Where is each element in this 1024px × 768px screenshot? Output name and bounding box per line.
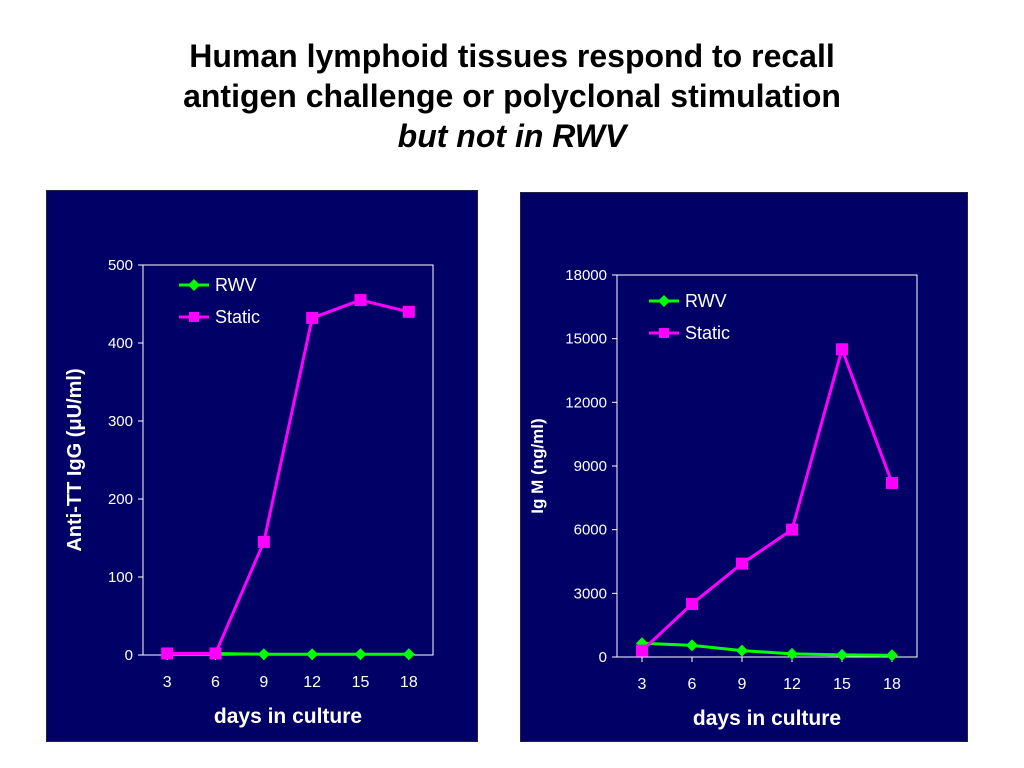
legend-marker-rwv [188, 279, 200, 291]
legend-marker-static [659, 328, 669, 338]
y-tick-label: 9000 [574, 458, 607, 475]
chart-igm: 0 3000 6000 9000 12000 15000 18000 3 6 9 12 15 18 day… [528, 267, 918, 730]
data-point-static [886, 476, 898, 489]
y-tick-label: 300 [108, 413, 133, 430]
data-point-static [686, 597, 698, 610]
x-tick-label: 18 [883, 676, 901, 693]
x-axis-label: days in culture [693, 707, 841, 730]
y-tick-label: 15000 [565, 331, 607, 348]
data-point-rwv [736, 644, 748, 657]
data-point-rwv [402, 648, 415, 661]
series-line-static [640, 344, 894, 652]
data-point-static [836, 343, 848, 356]
plot-area [142, 264, 434, 656]
legend-marker-rwv [658, 295, 670, 307]
title-line-1: Human lymphoid tissues respond to recall [189, 38, 835, 74]
data-point-static [161, 647, 174, 660]
x-tick-label: 15 [352, 674, 370, 691]
chart-panel-right: 0 3000 6000 9000 12000 15000 18000 3 6 9 12 15 18 day… [520, 192, 968, 742]
data-point-static [209, 647, 222, 660]
x-tick-label: 6 [211, 674, 220, 691]
title-line-2: antigen challenge or polyclonal stimulat… [183, 78, 841, 114]
y-tick-label: 18000 [565, 267, 607, 284]
data-point-static [354, 294, 367, 307]
chart-anti-tt-igg: 0 100 200 300 400 500 3 6 9 12 15 18 days in culture… [64, 257, 434, 728]
data-point-rwv [257, 648, 270, 661]
x-tick-label: 9 [259, 674, 268, 691]
data-point-static [257, 535, 270, 548]
plot-area [616, 274, 918, 658]
data-point-rwv [886, 649, 898, 662]
legend-label-rwv: RWV [685, 291, 727, 311]
y-tick-label: 0 [125, 647, 133, 664]
x-tick-label: 3 [163, 674, 172, 691]
y-tick-label: 100 [108, 569, 133, 586]
y-axis-label: Ig M (ng/ml) [528, 418, 547, 513]
x-tick-label: 12 [783, 676, 801, 693]
x-tick-label: 12 [303, 674, 321, 691]
data-point-rwv [786, 647, 798, 660]
title-line-3: but not in RWV [397, 118, 627, 154]
x-tick-label: 9 [738, 676, 747, 693]
y-axis-label: Anti-TT IgG (μU/ml) [64, 368, 86, 551]
y-tick-label: 3000 [574, 585, 607, 602]
data-point-static [786, 523, 798, 536]
y-tick-label: 200 [108, 491, 133, 508]
legend-label-static: Static [215, 307, 260, 327]
x-tick-label: 15 [833, 676, 851, 693]
series-line-rwv [641, 641, 893, 657]
y-tick-label: 12000 [565, 394, 607, 411]
x-axis-label: days in culture [214, 705, 362, 728]
data-point-rwv [354, 648, 367, 661]
legend-marker-static [189, 312, 199, 322]
data-point-rwv [686, 639, 698, 652]
data-point-static [636, 644, 648, 657]
data-point-static [306, 312, 319, 325]
x-tick-label: 3 [638, 676, 647, 693]
y-tick-label: 500 [108, 257, 133, 274]
x-tick-label: 6 [688, 676, 697, 693]
y-tick-label: 6000 [574, 522, 607, 539]
y-tick-label: 400 [108, 335, 133, 352]
legend-label-rwv: RWV [215, 275, 257, 295]
legend-label-static: Static [685, 323, 730, 343]
data-point-static [736, 557, 748, 570]
series-line-static [167, 298, 410, 655]
data-point-rwv [836, 648, 848, 661]
x-tick-label: 18 [400, 674, 418, 691]
y-tick-label: 0 [599, 649, 607, 666]
chart-panel-left: 0 100 200 300 400 500 3 6 9 12 15 18 days in culture… [46, 190, 478, 742]
data-point-static [402, 305, 415, 318]
data-point-rwv [306, 648, 319, 661]
slide-title: Human lymphoid tissues respond to recall… [0, 36, 1024, 156]
